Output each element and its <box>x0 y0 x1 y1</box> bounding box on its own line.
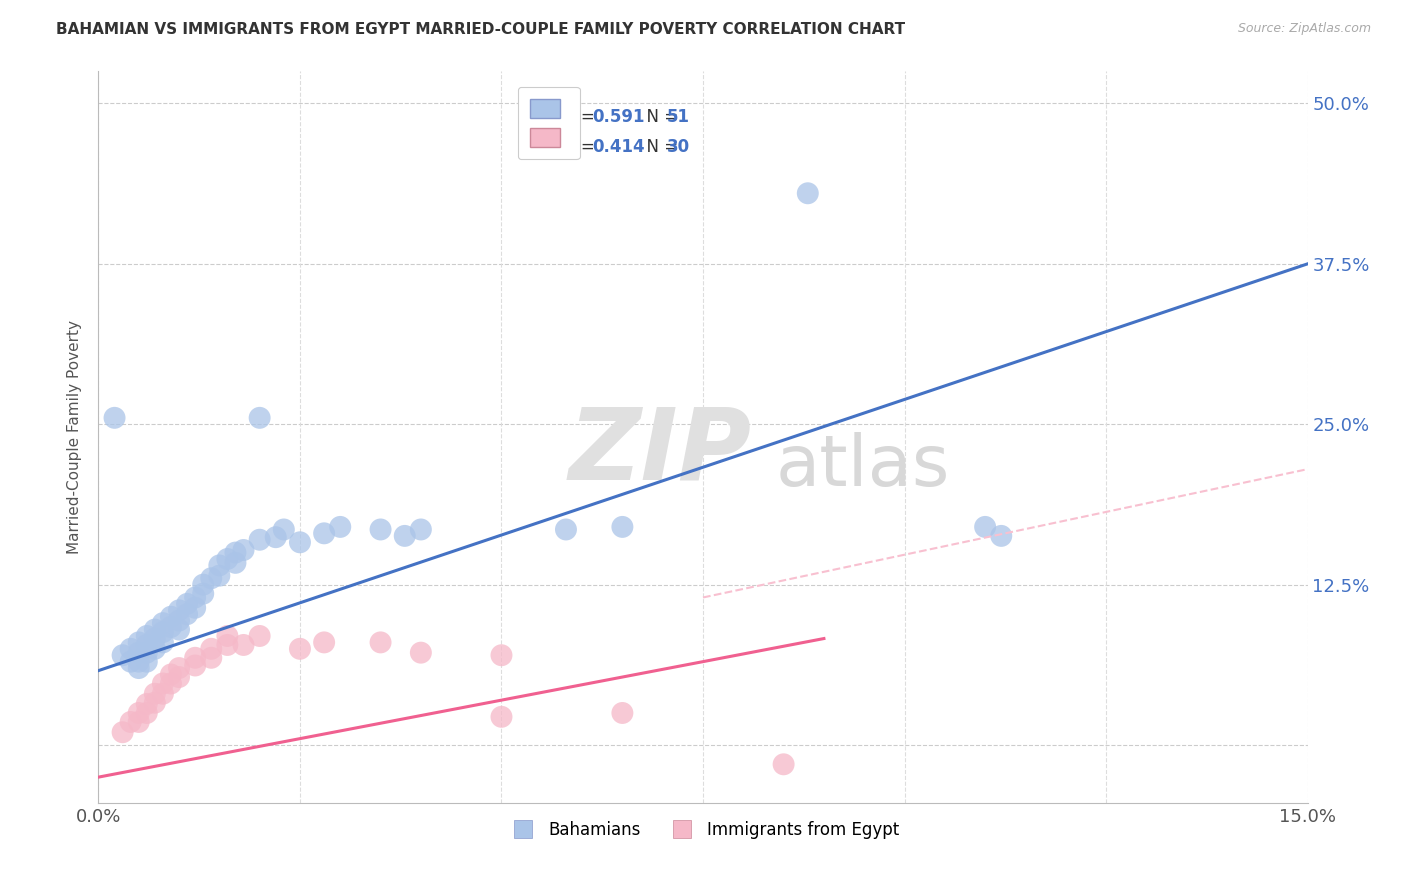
Point <box>184 600 207 615</box>
Point <box>143 687 166 701</box>
Point <box>193 577 215 591</box>
Point <box>111 725 134 739</box>
Point <box>555 523 578 537</box>
Point <box>491 648 513 663</box>
Point <box>974 520 997 534</box>
Text: 0.591: 0.591 <box>592 108 644 126</box>
Point <box>103 410 125 425</box>
Point <box>120 714 142 729</box>
Text: Source: ZipAtlas.com: Source: ZipAtlas.com <box>1237 22 1371 36</box>
Point <box>167 623 190 637</box>
Point <box>128 646 150 660</box>
Point <box>217 552 239 566</box>
Point <box>990 529 1012 543</box>
Point <box>152 635 174 649</box>
Point <box>232 638 254 652</box>
Point <box>167 661 190 675</box>
Point <box>135 655 157 669</box>
Text: R =: R = <box>564 138 600 156</box>
Point <box>135 706 157 720</box>
Point <box>120 641 142 656</box>
Point <box>193 587 215 601</box>
Text: ZIP: ZIP <box>568 403 751 500</box>
Point <box>143 623 166 637</box>
Text: R =: R = <box>564 108 600 126</box>
Point <box>160 667 183 681</box>
Point <box>208 558 231 573</box>
Point <box>167 614 190 628</box>
Point <box>152 687 174 701</box>
Text: atlas: atlas <box>776 432 950 500</box>
Point <box>128 706 150 720</box>
Point <box>184 658 207 673</box>
Text: BAHAMIAN VS IMMIGRANTS FROM EGYPT MARRIED-COUPLE FAMILY POVERTY CORRELATION CHAR: BAHAMIAN VS IMMIGRANTS FROM EGYPT MARRIE… <box>56 22 905 37</box>
Point <box>135 646 157 660</box>
Point <box>167 670 190 684</box>
Point <box>128 661 150 675</box>
Point <box>217 638 239 652</box>
Point <box>273 523 295 537</box>
Point <box>120 655 142 669</box>
Point <box>370 523 392 537</box>
Point <box>128 714 150 729</box>
Point <box>128 655 150 669</box>
Point <box>232 543 254 558</box>
Point <box>409 523 432 537</box>
Text: N =: N = <box>637 108 683 126</box>
Point <box>152 616 174 631</box>
Point <box>176 607 198 622</box>
Point <box>160 620 183 634</box>
Text: 0.414: 0.414 <box>592 138 644 156</box>
Point <box>249 410 271 425</box>
Point <box>217 629 239 643</box>
Point <box>167 603 190 617</box>
Point <box>612 706 634 720</box>
Point <box>143 696 166 710</box>
Point <box>152 625 174 640</box>
Point <box>200 571 222 585</box>
Point <box>249 533 271 547</box>
Point <box>160 609 183 624</box>
Point <box>288 641 311 656</box>
Y-axis label: Married-Couple Family Poverty: Married-Couple Family Poverty <box>67 320 83 554</box>
Point <box>264 530 287 544</box>
Point <box>249 629 271 643</box>
Point <box>409 646 432 660</box>
Point <box>612 520 634 534</box>
Point <box>394 529 416 543</box>
Point <box>111 648 134 663</box>
Point <box>200 641 222 656</box>
Point <box>143 632 166 646</box>
Point <box>288 535 311 549</box>
Point <box>176 597 198 611</box>
Point <box>491 710 513 724</box>
Legend: Bahamians, Immigrants from Egypt: Bahamians, Immigrants from Egypt <box>501 814 905 846</box>
Point <box>329 520 352 534</box>
Point <box>314 526 336 541</box>
Point <box>184 650 207 665</box>
Point <box>314 635 336 649</box>
Point <box>797 186 820 201</box>
Text: 30: 30 <box>666 138 690 156</box>
Point <box>772 757 794 772</box>
Point <box>135 638 157 652</box>
Text: N =: N = <box>637 138 683 156</box>
Point <box>370 635 392 649</box>
Point <box>152 676 174 690</box>
Point <box>143 641 166 656</box>
Point <box>135 629 157 643</box>
Text: 51: 51 <box>666 108 690 126</box>
Point <box>160 676 183 690</box>
Point <box>184 591 207 605</box>
Point <box>135 697 157 711</box>
Point <box>128 635 150 649</box>
Point <box>224 556 246 570</box>
Point <box>208 568 231 582</box>
Point <box>200 650 222 665</box>
Point <box>224 545 246 559</box>
